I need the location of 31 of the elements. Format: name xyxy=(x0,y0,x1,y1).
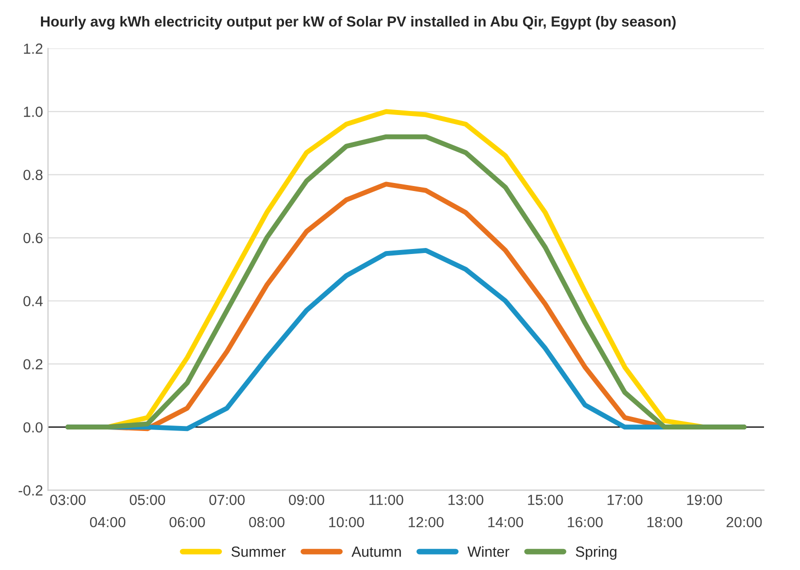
y-tick-label: 0.6 xyxy=(23,232,42,244)
x-tick-label: 17:00 xyxy=(608,494,642,506)
legend-label: Spring xyxy=(576,546,616,560)
x-tick-label: 09:00 xyxy=(288,494,324,506)
y-tick-label: 1.2 xyxy=(24,44,42,54)
x-tick-label: 11:00 xyxy=(370,494,404,506)
legend-label: Summer xyxy=(231,546,286,557)
legend-label: Winter xyxy=(467,546,510,557)
y-tick-label: 0.4 xyxy=(23,296,43,306)
y-tick-label: 0.0 xyxy=(23,422,43,433)
x-tick-label: 07:00 xyxy=(209,494,245,506)
x-tick-label: 19:00 xyxy=(687,494,722,506)
x-tick-label: 08:00 xyxy=(249,516,284,528)
x-tick-label: 04:00 xyxy=(90,516,126,528)
y-tick-label: 0.2 xyxy=(23,359,42,370)
x-tick-label: 05:00 xyxy=(130,494,166,506)
x-tick-label: 12:00 xyxy=(408,516,444,528)
x-tick-label: 10:00 xyxy=(329,516,364,528)
x-tick-label: 20:00 xyxy=(726,516,762,528)
y-tick-label: -0.2 xyxy=(18,485,42,496)
y-tick-label: 0.8 xyxy=(23,170,43,180)
x-tick-label: 15:00 xyxy=(528,494,563,506)
x-tick-label: 13:00 xyxy=(448,494,484,506)
x-tick-label: 16:00 xyxy=(568,516,603,528)
y-tick-label: 1.0 xyxy=(24,106,43,117)
x-tick-label: 06:00 xyxy=(170,516,205,528)
x-tick-label: 14:00 xyxy=(488,516,524,528)
x-tick-label: 03:00 xyxy=(50,494,86,506)
x-tick-label: 18:00 xyxy=(647,516,682,528)
legend-label: Autumn xyxy=(352,546,401,557)
chart-title: Hourly avg kWh electricity output per kW of Solar PV installed in Abu Qir, Egypt (by season) xyxy=(40,16,676,30)
